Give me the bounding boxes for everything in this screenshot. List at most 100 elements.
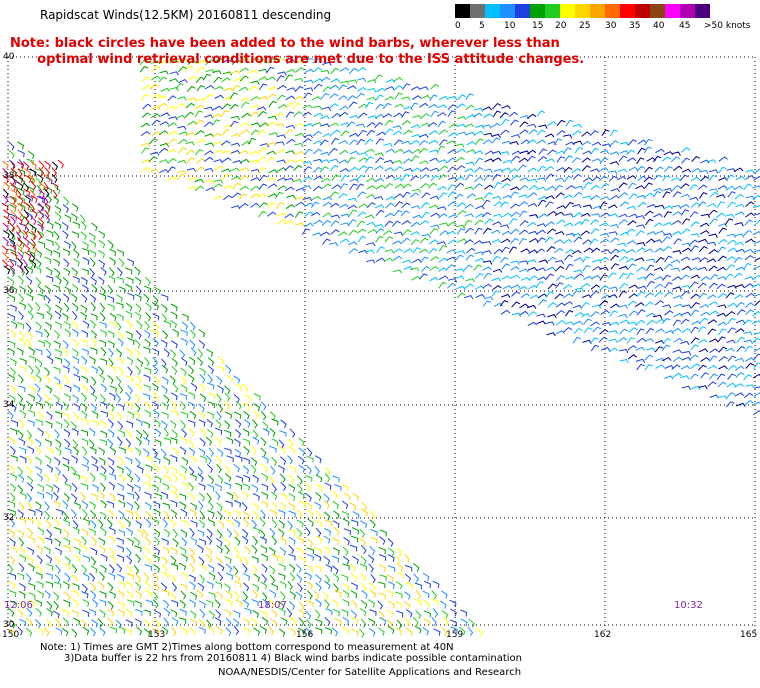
wind-barb bbox=[115, 376, 122, 386]
wind-barb bbox=[241, 502, 248, 512]
wind-barb bbox=[618, 219, 628, 225]
wind-barb bbox=[446, 157, 456, 164]
wind-barb bbox=[189, 321, 196, 331]
wind-barb bbox=[528, 249, 538, 254]
wind-barb bbox=[564, 254, 573, 261]
wind-barb bbox=[89, 439, 95, 449]
wind-barb bbox=[359, 572, 367, 582]
wind-barb bbox=[322, 201, 333, 207]
wind-barb bbox=[375, 94, 384, 101]
wind-barb bbox=[9, 240, 17, 250]
wind-barb bbox=[61, 609, 70, 617]
wind-barb bbox=[365, 214, 375, 219]
wind-barb bbox=[152, 295, 159, 305]
color-scale-label: 35 bbox=[629, 21, 641, 31]
wind-barb bbox=[253, 573, 260, 582]
wind-barb bbox=[439, 600, 447, 609]
wind-barb bbox=[152, 382, 159, 392]
wind-barb bbox=[454, 193, 464, 200]
wind-barb bbox=[370, 573, 376, 584]
wind-barb bbox=[482, 266, 492, 271]
wind-barb bbox=[267, 86, 278, 91]
wind-barb bbox=[724, 273, 734, 280]
wind-barb bbox=[35, 276, 42, 287]
wind-barb bbox=[367, 554, 375, 564]
wind-barb bbox=[315, 618, 323, 626]
wind-barb bbox=[144, 329, 151, 339]
wind-barb bbox=[224, 473, 232, 482]
wind-barb bbox=[672, 319, 681, 327]
wind-barb bbox=[275, 123, 285, 128]
wind-barb bbox=[53, 258, 60, 267]
wind-barb bbox=[340, 222, 350, 227]
wind-barb bbox=[465, 161, 475, 166]
wind-barb bbox=[16, 572, 25, 580]
wind-barb bbox=[125, 466, 132, 476]
wind-barb bbox=[153, 286, 161, 295]
wind-barb bbox=[251, 556, 259, 564]
wind-barb bbox=[406, 627, 413, 637]
wind-barb bbox=[80, 221, 87, 231]
wind-barb bbox=[366, 242, 376, 247]
wind-barb bbox=[519, 260, 529, 265]
wind-barb bbox=[223, 510, 232, 518]
wind-barb bbox=[295, 196, 305, 201]
wind-barb bbox=[108, 275, 116, 284]
wind-barb bbox=[260, 625, 267, 634]
wind-barb bbox=[252, 583, 260, 592]
wind-barb bbox=[618, 155, 628, 162]
wind-barb bbox=[126, 501, 134, 511]
wind-barb bbox=[278, 628, 286, 637]
color-swatch bbox=[470, 4, 485, 18]
wind-barb bbox=[167, 130, 178, 136]
wind-barb bbox=[10, 403, 17, 412]
wind-barb bbox=[17, 209, 23, 219]
wind-barb bbox=[151, 401, 159, 410]
wind-barb bbox=[144, 473, 152, 483]
wind-barb bbox=[419, 102, 429, 108]
wind-barb bbox=[82, 555, 90, 562]
wind-barb bbox=[126, 565, 132, 575]
wind-barb bbox=[252, 502, 259, 511]
wind-barb bbox=[160, 59, 170, 65]
wind-barb bbox=[25, 400, 33, 410]
wind-barb bbox=[171, 617, 179, 626]
wind-barb bbox=[359, 628, 365, 638]
wind-barb bbox=[106, 500, 115, 508]
wind-barb bbox=[330, 67, 340, 74]
wind-barb bbox=[517, 164, 527, 171]
wind-barb bbox=[80, 311, 87, 320]
wind-barb bbox=[332, 475, 340, 483]
wind-barb bbox=[178, 138, 188, 145]
wind-barb bbox=[680, 174, 689, 182]
wind-barb bbox=[292, 102, 302, 110]
wind-barb bbox=[382, 102, 392, 110]
wind-barb bbox=[171, 400, 178, 410]
wind-barb bbox=[118, 500, 126, 508]
wind-barb bbox=[510, 274, 521, 279]
wind-barb bbox=[71, 310, 78, 321]
wind-barb bbox=[635, 230, 645, 237]
wind-barb bbox=[9, 492, 16, 502]
wind-barb bbox=[673, 295, 683, 300]
wind-barb bbox=[591, 158, 602, 163]
wind-barb bbox=[161, 358, 167, 368]
wind-barb bbox=[538, 213, 548, 219]
wind-barb bbox=[72, 366, 80, 375]
wind-barb bbox=[277, 84, 287, 90]
color-swatch bbox=[545, 4, 560, 18]
wind-barb bbox=[45, 491, 53, 500]
wind-barb bbox=[708, 373, 718, 380]
wind-barb bbox=[23, 237, 30, 246]
wind-barb bbox=[71, 482, 78, 493]
wind-barb bbox=[437, 267, 448, 272]
wind-barb bbox=[188, 547, 195, 557]
wind-barb bbox=[483, 192, 493, 199]
wind-barb bbox=[502, 159, 513, 164]
wind-barb bbox=[510, 174, 521, 181]
wind-barb bbox=[53, 600, 59, 610]
wind-barb bbox=[518, 229, 529, 235]
wind-barb bbox=[44, 202, 51, 211]
wind-barb bbox=[224, 583, 231, 592]
wind-barb bbox=[455, 156, 465, 163]
